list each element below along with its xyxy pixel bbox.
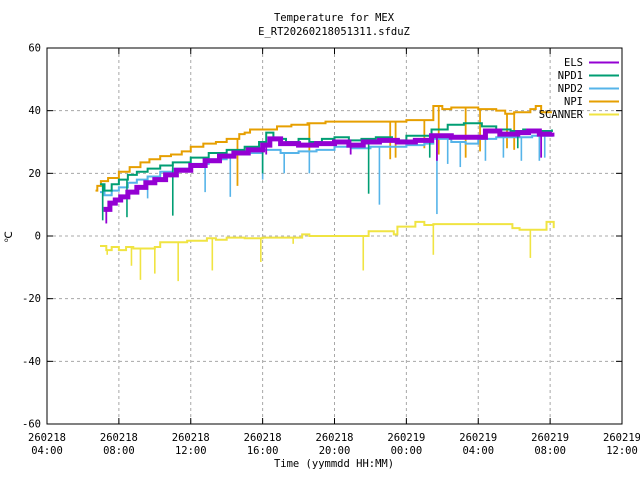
y-tick-label: 60 — [28, 43, 41, 55]
series-line-npi — [95, 104, 552, 192]
x-tick-label-date: 260218 — [172, 432, 210, 444]
x-tick-label-time: 12:00 — [606, 445, 638, 457]
legend-label-npi: NPI — [564, 96, 583, 108]
series-line-npd1 — [100, 122, 553, 192]
x-tick-label-date: 260219 — [459, 432, 497, 444]
x-axis-label: Time (yymmdd HH:MM) — [274, 458, 394, 470]
x-tick-label-time: 08:00 — [103, 445, 135, 457]
x-tick-label-time: 04:00 — [462, 445, 494, 457]
y-tick-label: 40 — [28, 105, 41, 117]
y-tick-label: -60 — [22, 419, 41, 431]
series-line-npd2 — [100, 134, 553, 197]
series-line-els — [103, 128, 555, 212]
x-tick-label-date: 260219 — [387, 432, 425, 444]
axis-ticks — [46, 47, 623, 425]
chart-title: Temperature for MEX — [274, 12, 395, 24]
x-tick-label-date: 260218 — [316, 432, 354, 444]
legend-label-els: ELS — [564, 57, 583, 69]
x-tick-label-date: 260219 — [531, 432, 569, 444]
legend-label-npd2: NPD2 — [558, 83, 583, 95]
y-tick-labels: 60 40 20 0 -20 -40 -60 — [22, 43, 41, 431]
x-tick-label-time: 04:00 — [31, 445, 63, 457]
x-tick-label-time: 20:00 — [319, 445, 351, 457]
x-tick-label-time: 16:00 — [247, 445, 279, 457]
x-tick-label-date: 260218 — [244, 432, 282, 444]
y-axis-label: ℃ — [3, 231, 15, 243]
grid-lines — [47, 48, 622, 424]
x-tick-labels: 26021804:0026021808:0026021812:002602181… — [28, 432, 640, 457]
x-tick-label-time: 12:00 — [175, 445, 207, 457]
legend-label-npd1: NPD1 — [558, 70, 583, 82]
chart-subtitle: E_RT20260218051311.sfduZ — [258, 26, 410, 38]
y-tick-label: -40 — [22, 356, 41, 368]
legend-label-scanner: SCANNER — [539, 109, 584, 121]
x-tick-label-date: 260219 — [603, 432, 640, 444]
x-tick-label-date: 260218 — [28, 432, 66, 444]
y-tick-label: -20 — [22, 293, 41, 305]
series-line-scanner — [100, 220, 555, 252]
x-tick-label-date: 260218 — [100, 432, 138, 444]
x-tick-label-time: 00:00 — [391, 445, 423, 457]
y-tick-label: 0 — [35, 231, 41, 243]
y-tick-label: 20 — [28, 168, 41, 180]
series-lines — [95, 104, 555, 282]
x-tick-label-time: 08:00 — [534, 445, 566, 457]
